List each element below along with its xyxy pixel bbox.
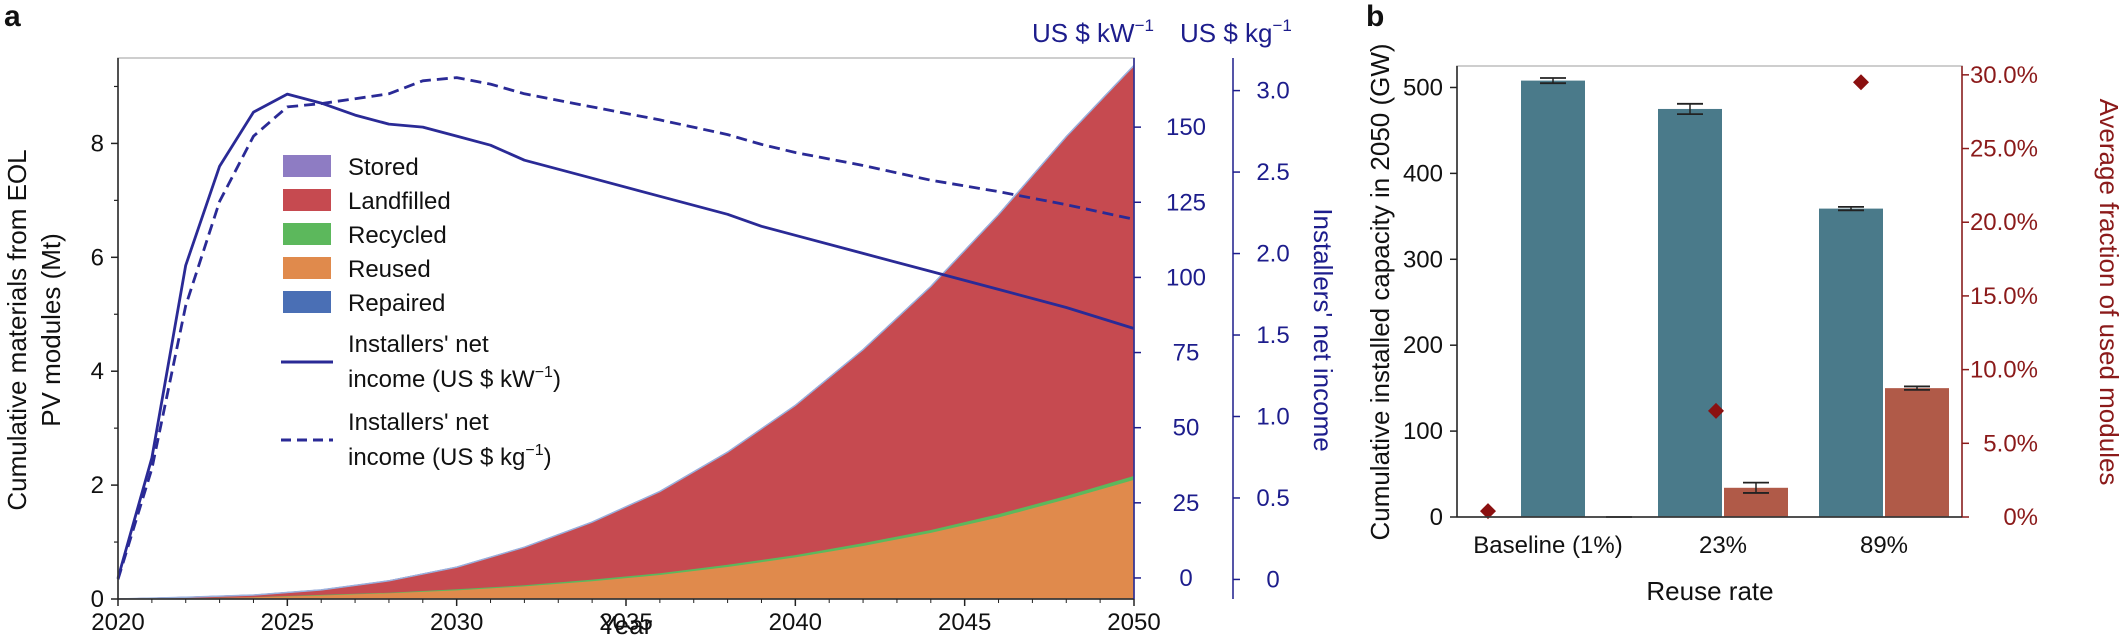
income-line-kg	[116, 76, 1135, 580]
x-tick-label: 2030	[430, 609, 483, 635]
x-tick-label: 2025	[261, 609, 314, 635]
panel-b-y-tick-label: 400	[1403, 160, 1443, 187]
y-tick-label: 8	[91, 130, 104, 157]
fraction-diamond	[1853, 74, 1869, 91]
legend-label-kg-2: income (US $ kg−1)	[348, 442, 552, 471]
panel-b-x-axis-title: Reuse rate	[1646, 576, 1773, 606]
legend-label-kw-2: income (US $ kW−1)	[348, 364, 561, 393]
panel-b-category-label: 89%	[1860, 532, 1908, 559]
panel-b-label: b	[1366, 0, 1384, 33]
bar-series-group	[1480, 74, 1949, 520]
income-axes: 0 25 50 75 100 125 150 0 0.5 1.0 1.5 2.0 2.5 3.0	[1133, 58, 1290, 599]
legend-swatch-landfilled	[283, 189, 331, 211]
x-tick-label: 2020	[91, 609, 144, 635]
y-tick-label: 4	[91, 358, 104, 385]
panel-b-right-tick-label: 0%	[2003, 504, 2038, 531]
y-tick-label: 6	[91, 244, 104, 271]
x-tick-label: 2040	[769, 609, 822, 635]
legend: Stored Landfilled Recycled Reused Repair…	[281, 154, 561, 471]
kg-tick-label: 0	[1266, 566, 1279, 593]
income-axis-title: Installers' net income	[1308, 208, 1338, 451]
income-kg-header: US $ kg−1	[1180, 16, 1292, 48]
area-top-edge	[117, 64, 1135, 600]
kw-tick-label: 50	[1173, 415, 1200, 442]
kw-tick-label: 0	[1179, 565, 1192, 592]
panel-a: a 0 2 4 6 8 2020 2025 2030 2035 2040 2045 2050 0 25…	[2, 0, 1338, 635]
capacity-bar	[1521, 80, 1585, 517]
panel-b-right-tick-label: 20.0%	[1970, 209, 2038, 236]
y-tick-label: 0	[91, 586, 104, 613]
legend-label-landfilled: Landfilled	[348, 188, 451, 215]
legend-swatch-reused	[283, 257, 331, 279]
legend-swatch-repaired	[283, 291, 331, 313]
legend-swatch-recycled	[283, 223, 331, 245]
kw-tick-label: 125	[1166, 189, 1206, 216]
panel-b-category-label: 23%	[1699, 532, 1747, 559]
capacity-bar	[1819, 208, 1883, 517]
panel-b-category-label: Baseline (1%)	[1473, 532, 1622, 559]
panel-b-y-tick-label: 500	[1403, 74, 1443, 101]
legend-label-reused: Reused	[348, 256, 431, 283]
bottom-axis: 2020 2025 2030 2035 2040 2045 2050	[91, 598, 1161, 635]
kg-tick-label: 1.5	[1256, 322, 1289, 349]
panel-b-y-tick-label: 100	[1403, 418, 1443, 445]
panel-b: b 0 100 200 300 400 500 0% 5.0% 10.0% 15.0% 20.0% 2…	[1365, 0, 2121, 606]
x-tick-label: 2050	[1107, 609, 1160, 635]
panel-b-right-tick-label: 5.0%	[1983, 430, 2038, 457]
kw-tick-label: 150	[1166, 114, 1206, 141]
y-axis-title-line2: PV modules (Mt)	[36, 233, 66, 427]
y-tick-label: 2	[91, 472, 104, 499]
income-lines-group	[116, 76, 1135, 580]
legend-label-repaired: Repaired	[348, 290, 445, 317]
panel-b-y-axis-title: Cumulative installed capacity in 2050 (G…	[1365, 43, 1395, 540]
legend-label-kw-1: Installers' net	[348, 331, 489, 358]
kg-tick-label: 3.0	[1256, 78, 1289, 105]
income-kw-header: US $ kW−1	[1032, 16, 1154, 48]
panel-b-y-tick-label: 200	[1403, 332, 1443, 359]
kg-tick-label: 0.5	[1256, 485, 1289, 512]
kg-tick-label: 2.0	[1256, 241, 1289, 268]
fraction-diamond	[1480, 503, 1496, 520]
area-series-group	[117, 64, 1135, 600]
panel-b-right-tick-label: 30.0%	[1970, 62, 2038, 89]
panel-b-right-tick-label: 15.0%	[1970, 283, 2038, 310]
left-axis: 0 2 4 6 8	[91, 58, 119, 613]
legend-label-stored: Stored	[348, 154, 419, 181]
legend-label-recycled: Recycled	[348, 222, 447, 249]
panel-b-right-axis-title: Average fraction of used modules	[2094, 99, 2121, 486]
panel-b-y-tick-label: 0	[1430, 504, 1443, 531]
legend-label-kg-1: Installers' net	[348, 409, 489, 436]
income-line-kw	[116, 92, 1135, 579]
x-tick-label: 2035	[599, 609, 652, 635]
kg-tick-label: 2.5	[1256, 159, 1289, 186]
x-tick-label: 2045	[938, 609, 991, 635]
x-axis-title: Year	[600, 610, 653, 635]
panel-b-right-tick-label: 10.0%	[1970, 357, 2038, 384]
kw-tick-label: 100	[1166, 264, 1206, 291]
panel-a-label: a	[4, 0, 21, 33]
y-axis-title-line1: Cumulative materials from EOL	[2, 149, 32, 510]
kw-tick-label: 25	[1173, 490, 1200, 517]
kg-tick-label: 1.0	[1256, 403, 1289, 430]
kw-tick-label: 75	[1173, 340, 1200, 367]
panel-b-axes: 0 100 200 300 400 500 0% 5.0% 10.0% 15.0% 20.0% 25.…	[1403, 62, 2038, 559]
used-modules-bar	[1885, 388, 1949, 517]
panel-b-right-tick-label: 25.0%	[1970, 136, 2038, 163]
capacity-bar	[1658, 108, 1722, 517]
legend-swatch-stored	[283, 155, 331, 177]
fraction-diamond	[1708, 402, 1724, 419]
panel-b-y-tick-label: 300	[1403, 246, 1443, 273]
